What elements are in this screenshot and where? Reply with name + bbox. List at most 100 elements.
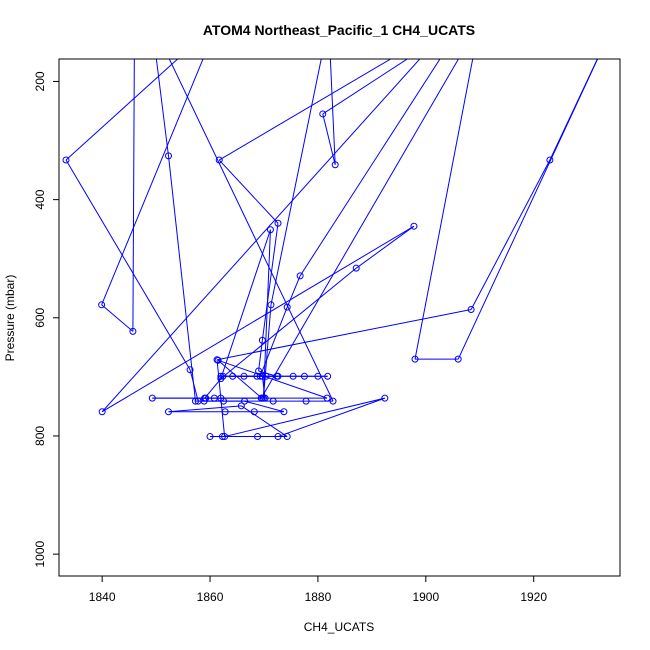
series-segment [322, 59, 409, 115]
series-segment [101, 304, 134, 332]
series-segment [224, 397, 385, 438]
data-point [191, 397, 199, 405]
data-point [411, 355, 419, 363]
data-point [217, 372, 225, 380]
series-segment [262, 229, 271, 399]
series-segment [101, 225, 415, 413]
series-segment [65, 59, 179, 161]
series-segment [101, 59, 204, 305]
data-point [256, 372, 264, 380]
data-point [319, 110, 327, 118]
x-axis-label: CH4_UCATS [304, 620, 374, 634]
data-point [215, 156, 223, 164]
y-tick-label: 600 [33, 307, 47, 327]
data-point [206, 433, 214, 441]
data-point [274, 219, 282, 227]
data-point [250, 408, 258, 416]
data-point [214, 356, 222, 364]
data-point [240, 372, 248, 380]
data-point [352, 264, 360, 272]
x-tick-label: 1860 [197, 590, 224, 604]
series-segment [155, 59, 169, 156]
data-point [165, 152, 173, 160]
series-segment [220, 267, 357, 380]
data-point [314, 372, 322, 380]
series-segment [329, 59, 336, 165]
data-point [229, 372, 237, 380]
x-tick-label: 1900 [412, 590, 439, 604]
x-axis: 1840 1860 1880 1900 1920 [89, 576, 547, 604]
data-point [259, 394, 267, 402]
series-segment [216, 309, 472, 361]
data-point [302, 397, 310, 405]
data-point [454, 355, 462, 363]
series-segment [244, 400, 285, 413]
data-point [289, 372, 297, 380]
data-point [269, 397, 277, 405]
data-point [217, 394, 225, 402]
data-point [324, 372, 332, 380]
series-segment [168, 405, 242, 413]
series-segment [218, 159, 279, 224]
data-point [410, 222, 418, 230]
data-point [217, 375, 225, 383]
data-point [267, 301, 275, 309]
series-segment [204, 375, 224, 399]
data-point [201, 394, 209, 402]
data-point [283, 433, 291, 441]
series-segment [101, 59, 421, 413]
x-tick-label: 1920 [520, 590, 547, 604]
x-tick-label: 1880 [305, 590, 332, 604]
data-point [62, 156, 70, 164]
data-point [186, 366, 194, 374]
data-point [280, 408, 288, 416]
y-axis-label: Pressure (mbar) [3, 275, 17, 362]
y-axis: 200 400 600 800 1000 [33, 71, 59, 567]
data-point [132, 19, 138, 25]
y-tick-label: 1000 [33, 540, 47, 567]
data-point [323, 394, 331, 402]
data-point [296, 272, 304, 280]
data-point [300, 372, 308, 380]
y-tick-label: 200 [33, 71, 47, 91]
series-segment [132, 59, 135, 332]
y-tick-label: 400 [33, 189, 47, 209]
data-point [273, 372, 281, 380]
series-segment [286, 275, 301, 308]
series-segment [270, 59, 322, 305]
data-point [329, 397, 337, 405]
data-point [129, 327, 137, 335]
data-point [381, 394, 389, 402]
series-segment [65, 159, 191, 371]
data-point [221, 433, 229, 441]
chart-title: ATOM4 Northeast_Pacific_1 CH4_UCATS [203, 22, 475, 38]
series-segment [168, 155, 196, 402]
data-point [98, 301, 106, 309]
data-point [258, 336, 266, 344]
data-point [258, 372, 266, 380]
data-point [165, 408, 173, 416]
data-point [477, 19, 483, 25]
x-tick-label: 1840 [89, 590, 116, 604]
series-segment [457, 59, 599, 360]
series-segment [168, 59, 334, 402]
data-point [266, 226, 274, 234]
data-point [218, 433, 226, 441]
data-point [237, 402, 245, 410]
data-point [274, 433, 282, 441]
data-point [221, 408, 229, 416]
data-point [546, 156, 554, 164]
series-segment [262, 304, 272, 399]
data-point [254, 433, 262, 441]
series-segment [414, 59, 474, 360]
series-segment [355, 225, 415, 269]
series-segment [470, 159, 551, 310]
series-segment [217, 359, 263, 399]
y-tick-label: 800 [33, 426, 47, 446]
series-segment [299, 59, 441, 277]
series-segment [322, 113, 336, 165]
data-layer [62, 19, 599, 441]
series-segment [277, 397, 385, 438]
series-segment [241, 405, 288, 437]
